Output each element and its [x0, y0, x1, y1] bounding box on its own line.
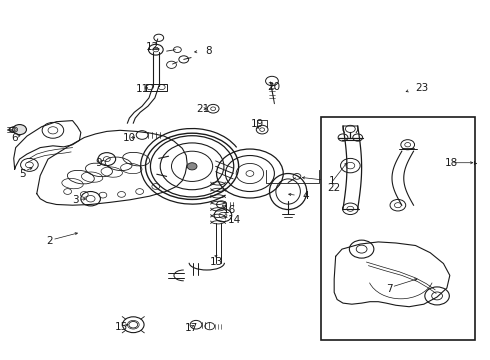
Text: 4: 4 [303, 191, 310, 201]
Text: 6: 6 [11, 132, 18, 143]
Circle shape [13, 125, 26, 135]
Text: 10: 10 [122, 132, 136, 143]
Text: 3: 3 [73, 195, 79, 205]
Text: 19: 19 [251, 119, 264, 129]
Text: 7: 7 [386, 284, 393, 294]
Text: 11: 11 [136, 84, 149, 94]
Text: 23: 23 [416, 83, 429, 93]
Text: 12: 12 [146, 42, 159, 52]
Circle shape [187, 163, 197, 170]
Text: 20: 20 [267, 82, 280, 92]
Text: 18: 18 [445, 158, 458, 168]
Text: 17: 17 [185, 323, 198, 333]
Bar [146, 84, 167, 91]
Text: 13: 13 [210, 257, 223, 267]
Text: 5: 5 [20, 168, 26, 179]
Text: 22: 22 [327, 183, 341, 193]
Bar [321, 117, 475, 340]
Text: 16: 16 [223, 204, 236, 215]
Text: 2: 2 [47, 236, 53, 246]
Text: 1: 1 [329, 176, 336, 186]
Text: 8: 8 [205, 46, 212, 56]
Text: 15: 15 [115, 322, 128, 332]
Text: 14: 14 [228, 215, 241, 225]
Text: 21: 21 [196, 104, 209, 114]
Text: 9: 9 [96, 158, 102, 168]
